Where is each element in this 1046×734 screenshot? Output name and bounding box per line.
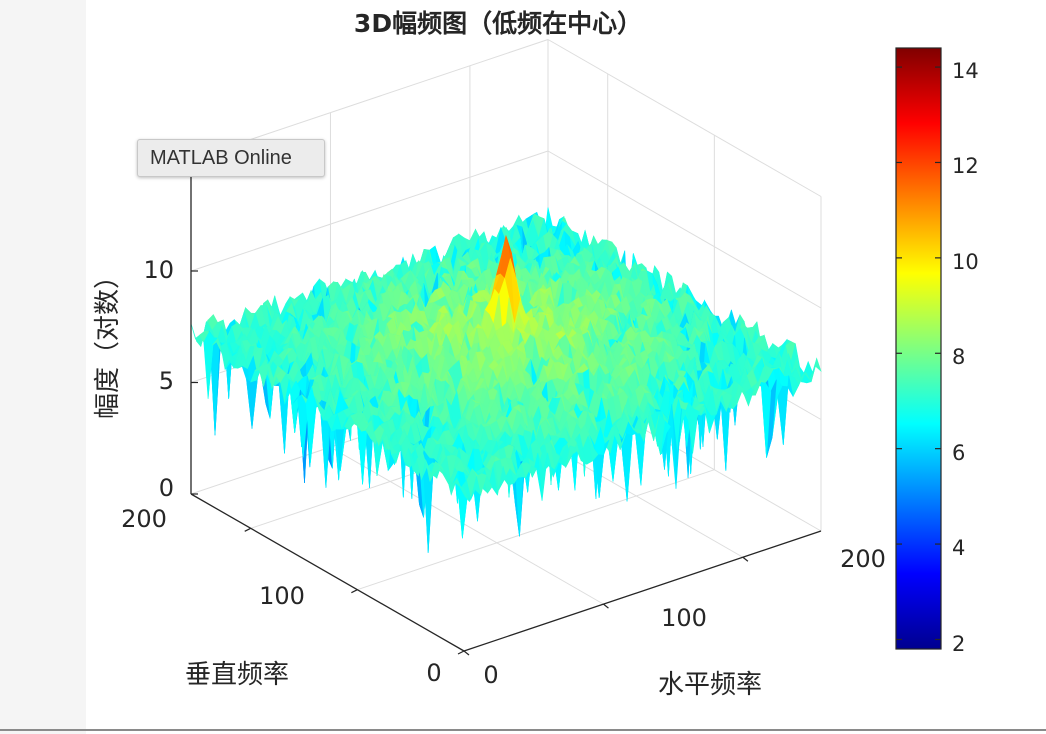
axes-lines — [190, 159, 822, 656]
figure-panel: 3D幅频图（低频在中心） 0 5 10 200 100 0 0 100 200 … — [86, 0, 1046, 729]
colorbar-tick-label-12: 12 — [952, 154, 979, 178]
x-tick-label-200: 200 — [840, 545, 886, 573]
grid-line — [330, 446, 604, 605]
colorbar-tick-label-8: 8 — [952, 345, 965, 369]
y-tick-label-200: 200 — [121, 505, 167, 533]
z-tick-label-0: 0 — [159, 474, 174, 502]
x-tick-mark — [603, 603, 609, 609]
y-tick-label-100: 100 — [259, 582, 305, 610]
y-axis-line — [190, 493, 465, 652]
grid-line — [190, 150, 549, 272]
grid-line — [547, 150, 822, 309]
surface-cell — [777, 385, 788, 445]
colorbar — [895, 47, 942, 650]
grid-line — [547, 39, 822, 197]
colorbar-tick-label-10: 10 — [952, 250, 979, 274]
matlab-online-tooltip: MATLAB Online — [137, 139, 325, 177]
z-tick-label-5: 5 — [159, 367, 174, 395]
x-tick-label-0: 0 — [483, 661, 498, 689]
surface-mesh — [190, 207, 822, 553]
z-tick-label-10: 10 — [143, 256, 174, 284]
surface-cell — [810, 357, 822, 382]
left-gutter — [0, 0, 86, 734]
x-axis-label: 水平频率 — [658, 670, 762, 700]
y-tick-mark — [351, 589, 358, 594]
z-axis-label: 幅度（对数） — [93, 263, 123, 419]
y-tick-mark — [244, 527, 251, 532]
colorbar-tick-label-6: 6 — [952, 441, 965, 465]
x-tick-mark — [463, 650, 470, 656]
bottom-divider — [0, 729, 1046, 731]
x-tick-mark — [742, 556, 749, 562]
x-axis-line — [463, 530, 822, 652]
y-tick-mark — [457, 650, 465, 655]
colorbar-tick-label-4: 4 — [952, 536, 965, 560]
surface-cell — [459, 485, 470, 502]
grid-line — [357, 469, 715, 591]
surface-plot: 3D幅频图（低频在中心） 0 5 10 200 100 0 0 100 200 … — [93, 9, 979, 700]
colorbar-ticks — [896, 66, 941, 641]
chart-title: 3D幅频图（低频在中心） — [354, 9, 642, 38]
colorbar-tick-label-14: 14 — [952, 59, 979, 83]
y-tick-label-0: 0 — [426, 659, 441, 687]
y-axis-label: 垂直频率 — [185, 660, 289, 690]
x-tick-label-100: 100 — [661, 604, 707, 632]
colorbar-tick-label-2: 2 — [952, 632, 965, 656]
